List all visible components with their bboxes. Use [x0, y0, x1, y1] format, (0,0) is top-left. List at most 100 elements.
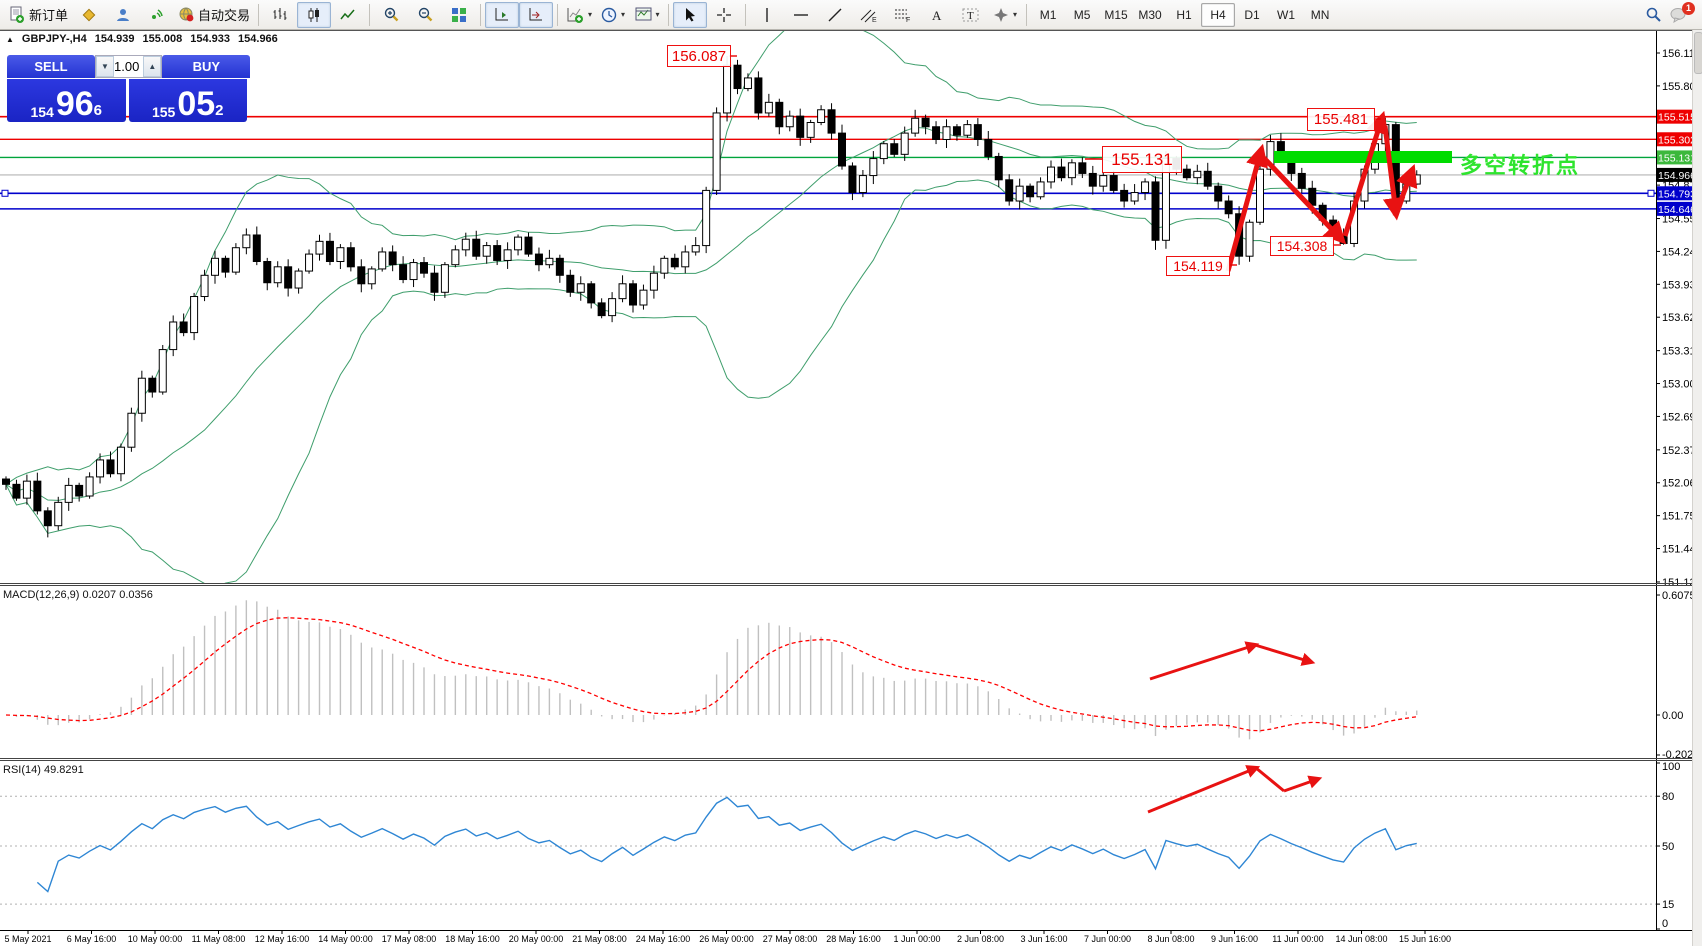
- cursor-button[interactable]: [673, 1, 708, 28]
- trend-arrow[interactable]: [1342, 110, 1389, 237]
- fibonacci-button[interactable]: F: [886, 2, 920, 28]
- sell-button[interactable]: SELL: [7, 55, 95, 78]
- timeframe-button-m1[interactable]: M1: [1039, 7, 1057, 22]
- bar-chart-button[interactable]: [263, 2, 297, 28]
- candle: [754, 77, 763, 114]
- buy-button[interactable]: BUY: [162, 55, 251, 78]
- periods-button[interactable]: ▾: [596, 2, 630, 28]
- price-annotation-155.131[interactable]: 155.131: [1102, 146, 1182, 173]
- indicators-button[interactable]: ▾: [562, 2, 596, 28]
- volume-input[interactable]: 1.00: [114, 59, 140, 74]
- hline-button[interactable]: [784, 2, 818, 28]
- candle: [242, 234, 251, 249]
- candle: [367, 268, 376, 285]
- trendline-button[interactable]: [818, 2, 852, 28]
- timeframe-button-m5[interactable]: M5: [1073, 7, 1091, 22]
- price-badge: [1657, 132, 1697, 147]
- macd-signal-line: [5, 617, 1417, 732]
- time-axis-label: 21 May 08:00: [572, 934, 627, 944]
- vertical-scrollbar[interactable]: [1692, 30, 1702, 946]
- green-highlight-bar[interactable]: [1274, 151, 1452, 163]
- buy-price-button[interactable]: 155 05 2: [128, 79, 247, 122]
- channel-button[interactable]: E: [852, 2, 886, 28]
- timeframe-button-m15[interactable]: M15: [1104, 7, 1128, 22]
- candle: [660, 257, 669, 274]
- candle: [399, 264, 408, 281]
- hline-handle[interactable]: [1647, 189, 1655, 197]
- sell-price-button[interactable]: 154 96 6: [7, 79, 126, 122]
- svg-text:A: A: [932, 8, 942, 23]
- dropdown-caret-icon[interactable]: ▾: [621, 10, 626, 19]
- hline-handle[interactable]: [1, 189, 9, 197]
- price-axis-tick: 152.375: [1662, 445, 1702, 457]
- new-order-button[interactable]: 新订单: [4, 2, 72, 28]
- search-icon[interactable]: [1645, 6, 1662, 23]
- symbol-title: GBPJPY-,H4: [21, 33, 87, 45]
- svg-text:155.515: 155.515: [1658, 112, 1696, 124]
- trend-arrow[interactable]: [1283, 775, 1323, 793]
- auto-trading-button[interactable]: 自动交易: [174, 2, 254, 28]
- price-annotation-156.087[interactable]: 156.087: [667, 45, 731, 67]
- timeframe-button-h4[interactable]: H4: [1201, 2, 1236, 27]
- volume-decrease-button[interactable]: ▼: [96, 56, 114, 77]
- line-chart-button[interactable]: [331, 2, 365, 28]
- vline-button[interactable]: [750, 2, 784, 28]
- candle: [346, 247, 355, 268]
- svg-text:155.302: 155.302: [1658, 134, 1696, 146]
- toolbar-button-label: 自动交易: [198, 8, 251, 23]
- trend-arrow[interactable]: [1255, 766, 1285, 793]
- candle: [775, 101, 784, 128]
- dropdown-caret-icon[interactable]: ▾: [655, 10, 660, 19]
- timeframe-button-h1[interactable]: H1: [1176, 7, 1192, 22]
- price-axis-tick: 152.690: [1662, 411, 1702, 423]
- zoom-out-button[interactable]: [408, 2, 442, 28]
- zoom-in-button[interactable]: [374, 2, 408, 28]
- price-annotation-155.481[interactable]: 155.481: [1307, 108, 1375, 131]
- trend-arrow[interactable]: [1262, 156, 1347, 245]
- candle: [461, 238, 470, 251]
- shapes-icon: [993, 7, 1009, 23]
- auto-scroll-button[interactable]: [485, 1, 520, 28]
- candle: [388, 251, 397, 266]
- crosshair-button[interactable]: [707, 2, 741, 28]
- price-annotation-154.308[interactable]: 154.308: [1270, 236, 1334, 256]
- candle: [2, 478, 10, 485]
- text-button[interactable]: A: [920, 2, 954, 28]
- dropdown-caret-icon[interactable]: ▾: [588, 10, 593, 19]
- scrollbar-thumb[interactable]: [1694, 32, 1702, 74]
- arrows-button[interactable]: ▾: [988, 2, 1022, 28]
- cn-annotation-text[interactable]: 多空转折点: [1460, 153, 1581, 178]
- notifications-icon[interactable]: 1: [1670, 1, 1695, 23]
- candle: [503, 249, 512, 261]
- trendline-icon: [827, 7, 843, 23]
- timeframe-button-mn[interactable]: MN: [1310, 7, 1330, 22]
- templates-button[interactable]: ▾: [630, 2, 664, 28]
- candle: [670, 257, 679, 268]
- volume-increase-button[interactable]: ▲: [143, 56, 162, 77]
- timeframe-button-d1[interactable]: D1: [1244, 7, 1260, 22]
- chart-shift-button[interactable]: [519, 1, 554, 28]
- candle-chart-button[interactable]: [297, 1, 332, 28]
- one-click-trade-panel: SELL ▼ 1.00 ▲ BUY 154 96 6 155 05 2: [7, 55, 251, 122]
- candle: [900, 132, 909, 155]
- trend-arrow[interactable]: [1149, 641, 1260, 681]
- signal-button[interactable]: [140, 2, 174, 28]
- candle: [1109, 175, 1118, 191]
- quote-low: 154.933: [190, 33, 231, 45]
- market-watch-button[interactable]: [72, 2, 106, 28]
- timeframe-button-m30[interactable]: M30: [1138, 7, 1162, 22]
- trend-arrow[interactable]: [1382, 125, 1406, 221]
- trend-arrow[interactable]: [1254, 643, 1316, 666]
- dropdown-caret-icon[interactable]: ▾: [1013, 10, 1018, 19]
- trend-arrow[interactable]: [1147, 765, 1261, 814]
- tile-windows-button[interactable]: [442, 2, 476, 28]
- label-button[interactable]: T: [954, 2, 988, 28]
- trend-arrow[interactable]: [1392, 163, 1418, 217]
- symbol-info-bar[interactable]: ▲ GBPJPY-,H4 154.939 155.008 154.933 154…: [6, 33, 278, 45]
- profile-button[interactable]: [106, 2, 140, 28]
- trend-arrow[interactable]: [1225, 143, 1268, 272]
- collapse-icon[interactable]: ▲: [6, 34, 14, 44]
- timeframe-button-w1[interactable]: W1: [1277, 7, 1296, 22]
- price-annotation-154.119[interactable]: 154.119: [1166, 256, 1230, 276]
